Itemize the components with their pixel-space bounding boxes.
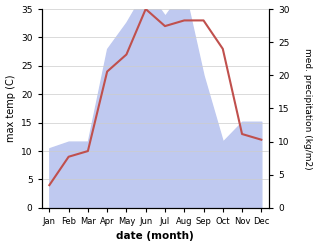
Y-axis label: med. precipitation (kg/m2): med. precipitation (kg/m2) (303, 48, 313, 169)
Y-axis label: max temp (C): max temp (C) (5, 75, 16, 142)
X-axis label: date (month): date (month) (116, 231, 194, 242)
